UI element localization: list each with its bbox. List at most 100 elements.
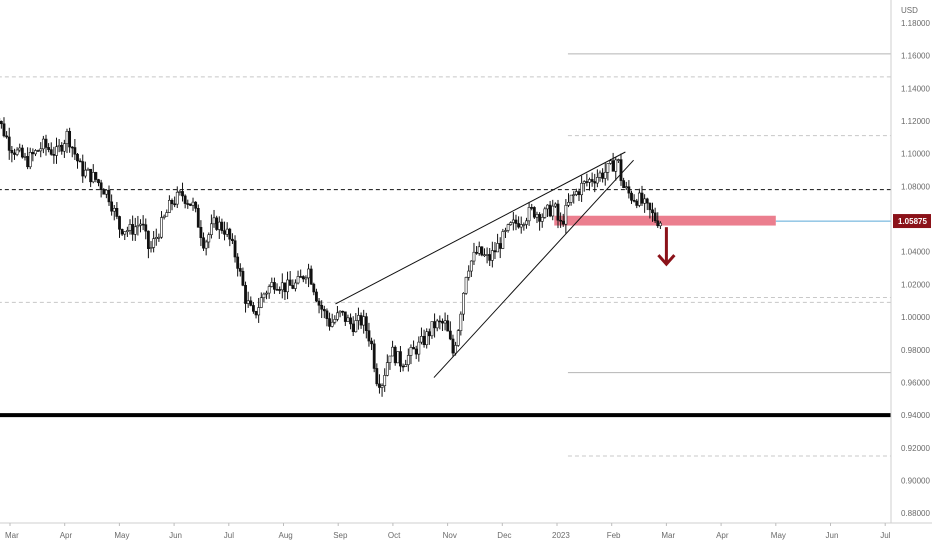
candle-body	[385, 362, 389, 376]
candle-body	[433, 321, 436, 329]
y-tick-label: 1.12000	[901, 117, 930, 126]
candle-body	[76, 153, 79, 162]
candle-body	[624, 186, 628, 189]
candle-body	[338, 310, 342, 314]
candle-body	[165, 212, 169, 217]
candle-body	[110, 201, 114, 212]
candle-body	[317, 300, 321, 306]
trendline-layer	[335, 151, 676, 378]
candle-body	[270, 282, 274, 287]
candle-body	[427, 331, 431, 337]
candle-body	[86, 168, 90, 171]
candle-body	[619, 159, 623, 181]
candle-body	[34, 150, 37, 155]
candle-body	[454, 345, 457, 354]
candle-body	[196, 208, 200, 228]
candle-body	[430, 321, 434, 337]
x-tick-label: Feb	[607, 531, 621, 540]
candle-body	[89, 168, 93, 183]
candle-body	[141, 223, 145, 226]
candle-body	[627, 186, 631, 194]
candle-body	[13, 152, 16, 155]
candle-body	[569, 194, 573, 203]
y-tick-label: 0.92000	[901, 444, 930, 453]
candle-body	[104, 189, 108, 195]
candle-body	[451, 338, 455, 354]
candle-body	[296, 276, 300, 284]
candle-body	[391, 346, 394, 357]
candle-body	[136, 225, 140, 228]
candle-body	[572, 194, 576, 196]
candle-body	[567, 202, 570, 206]
candle-body	[107, 189, 111, 203]
candle-body	[346, 317, 350, 322]
candle-body	[273, 282, 276, 290]
candle-body	[532, 207, 536, 218]
candle-body	[252, 305, 255, 312]
candle-body	[519, 224, 523, 228]
candle-body	[57, 144, 61, 148]
candle-body	[186, 203, 190, 205]
candle-body	[456, 330, 460, 346]
x-tick-label: May	[114, 531, 129, 540]
candle-body	[406, 355, 410, 366]
candle-body	[388, 355, 392, 363]
candle-body	[590, 179, 594, 182]
candle-body	[412, 347, 415, 350]
candle-body	[404, 364, 408, 367]
candle-body	[220, 221, 224, 231]
candle-body	[39, 148, 43, 152]
candle-body	[10, 150, 14, 154]
candle-body	[49, 149, 53, 155]
candle-body	[370, 340, 373, 345]
candles-layer	[0, 117, 662, 397]
candle-body	[336, 312, 339, 320]
candle-body	[325, 310, 329, 319]
candle-body	[517, 223, 521, 228]
candle-body	[225, 228, 229, 235]
candle-body	[488, 254, 492, 261]
y-tick-label: 0.96000	[901, 378, 930, 387]
candle-body	[170, 200, 174, 205]
candle-body	[525, 220, 528, 225]
y-tick-label: 1.10000	[901, 150, 930, 159]
candle-body	[78, 160, 82, 163]
x-tick-label: Jun	[169, 531, 182, 540]
candle-body	[120, 228, 124, 235]
candle-body	[498, 243, 502, 249]
candle-body	[357, 315, 360, 321]
candle-body	[409, 347, 413, 356]
candle-body	[506, 224, 510, 231]
candle-body	[580, 182, 584, 196]
candle-body	[204, 241, 208, 249]
candle-body	[609, 160, 612, 164]
candle-body	[238, 268, 242, 272]
candle-body	[181, 191, 184, 197]
candle-body	[254, 311, 258, 316]
candle-body	[540, 217, 544, 222]
candle-body	[167, 200, 171, 213]
candle-body	[97, 179, 100, 184]
candle-body	[217, 221, 221, 230]
candle-body	[123, 231, 127, 235]
candle-body	[477, 246, 481, 254]
candle-body	[551, 205, 555, 217]
candle-body	[582, 181, 586, 184]
candle-body	[330, 321, 334, 327]
candle-body	[259, 297, 263, 308]
candle-body	[133, 226, 137, 235]
candle-body	[152, 238, 156, 248]
candle-body	[0, 120, 3, 125]
candle-body	[315, 291, 318, 302]
candle-body	[65, 131, 69, 145]
candle-body	[464, 277, 468, 294]
candle-body	[417, 341, 421, 355]
candle-body	[364, 316, 368, 331]
candle-body	[131, 224, 135, 235]
candle-body	[435, 320, 439, 329]
candle-body	[651, 209, 654, 214]
candle-body	[212, 217, 216, 225]
candle-body	[656, 220, 660, 227]
